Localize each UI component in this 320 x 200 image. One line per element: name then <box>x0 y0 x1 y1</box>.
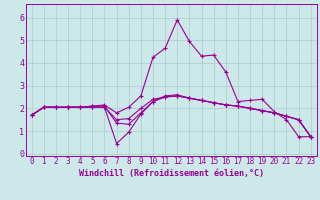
X-axis label: Windchill (Refroidissement éolien,°C): Windchill (Refroidissement éolien,°C) <box>79 169 264 178</box>
